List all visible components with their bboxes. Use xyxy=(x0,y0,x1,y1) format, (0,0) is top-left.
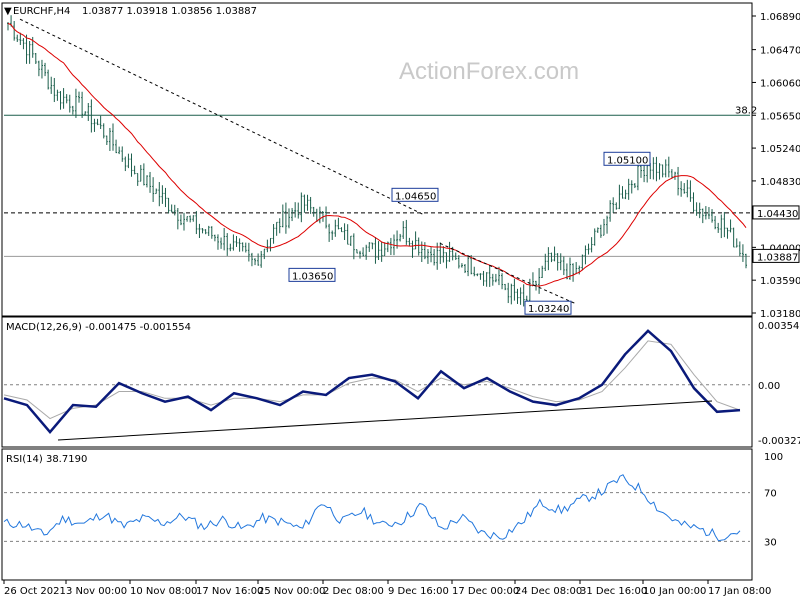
x-axis-tick-label: 9 Dec 16:00 xyxy=(388,586,449,597)
macd-label: MACD(12,26,9) -0.001475 -0.001554 xyxy=(6,322,191,333)
moving-average-line xyxy=(7,22,747,287)
macd-axis-tick-label: 0.003545 xyxy=(758,321,800,332)
price-callout: 1.04650 xyxy=(391,187,439,202)
x-axis-tick-label: 31 Dec 16:00 xyxy=(580,586,647,597)
ohlc-readout: 1.03877 1.03918 1.03856 1.03887 xyxy=(82,6,257,17)
price-axis-tick-label: 1.04000 xyxy=(760,243,800,254)
price-callout-label: 1.03240 xyxy=(528,304,569,315)
price-callout: 1.05100 xyxy=(603,151,651,166)
macd-signal-line xyxy=(3,340,741,420)
price-axis-tick-label: 1.05240 xyxy=(760,144,800,155)
price-axis-tick-label: 1.06890 xyxy=(760,12,800,23)
trendline-upper xyxy=(19,18,426,216)
price-axis-tick-label: 1.06470 xyxy=(760,46,800,57)
price-axis-tick-label: 1.06060 xyxy=(760,78,800,89)
fib-38-label: 38.2 xyxy=(735,105,757,116)
rsi-axis-tick-label: 70 xyxy=(764,489,777,500)
resistance-price-tag-label: 1.04430 xyxy=(757,209,798,220)
rsi-axis-tick-label: 30 xyxy=(764,537,777,548)
x-axis-tick-label: 10 Jan 00:00 xyxy=(643,586,706,597)
price-axis-tick-label: 1.03180 xyxy=(760,309,800,320)
current-price-tag-label: 1.03887 xyxy=(757,252,798,263)
x-axis-tick-label: 2 Dec 08:00 xyxy=(323,586,384,597)
trendline-lower xyxy=(439,242,576,304)
rsi-axis-tick-label: 100 xyxy=(764,452,783,463)
price-callout-box xyxy=(288,267,336,282)
symbol-label: EURCHF,H4 xyxy=(13,6,70,17)
macd-trendline xyxy=(57,400,713,441)
price-axis-tick-label: 1.04830 xyxy=(760,177,800,188)
current-price-tag xyxy=(752,248,800,263)
macd-panel-frame xyxy=(1,316,753,448)
price-callout-label: 1.04650 xyxy=(395,191,436,202)
price-callout: 1.03650 xyxy=(288,267,336,282)
price-callout-box xyxy=(391,187,439,202)
price-axis-tick-label: 1.05650 xyxy=(760,111,800,122)
price-callout-box xyxy=(603,151,651,166)
x-axis-tick-label: 24 Dec 08:00 xyxy=(515,586,582,597)
x-axis-tick-label: 26 Oct 2021 xyxy=(4,586,66,597)
price-callout-box xyxy=(524,300,572,315)
resistance-price-tag xyxy=(752,205,800,220)
price-callout-label: 1.05100 xyxy=(607,155,648,166)
price-axis-tick-label: 1.03590 xyxy=(760,276,800,287)
x-axis-tick-label: 10 Nov 08:00 xyxy=(130,586,197,597)
chart-menu-arrow-icon[interactable]: ▼ xyxy=(4,6,12,17)
x-axis-tick-label: 17 Jan 08:00 xyxy=(708,586,771,597)
x-axis-tick-label: 17 Dec 00:00 xyxy=(452,586,519,597)
price-callout: 1.03240 xyxy=(524,300,572,315)
rsi-panel-frame xyxy=(1,448,753,581)
x-axis-tick-label: 25 Nov 00:00 xyxy=(258,586,325,597)
macd-axis-tick-label: 0.00 xyxy=(758,381,780,392)
macd-axis-tick-label: -0.003272 xyxy=(758,436,800,447)
rsi-label: RSI(14) 38.7190 xyxy=(6,454,87,465)
macd-main-line xyxy=(3,329,741,434)
x-axis-tick-label: 3 Nov 00:00 xyxy=(66,586,127,597)
price-callout-label: 1.03650 xyxy=(292,271,333,282)
watermark: ActionForex.com xyxy=(399,58,579,85)
x-axis-tick-label: 17 Nov 16:00 xyxy=(196,586,263,597)
rsi-line xyxy=(3,474,741,542)
